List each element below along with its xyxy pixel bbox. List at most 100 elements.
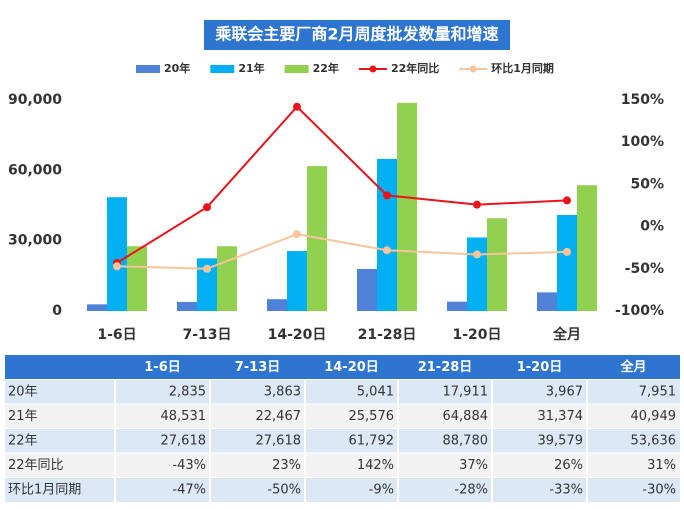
table-cell: 27,618 [161,433,207,448]
table-cell: -9% [369,482,394,497]
table-cell: 3,967 [546,384,583,399]
legend-label: 22年 [313,61,339,75]
table-cell: 23% [272,458,301,473]
table-row-bg [5,404,680,429]
line-marker [113,262,121,271]
line-marker [563,247,571,256]
table-cell: -33% [549,482,583,497]
table-cell: -50% [267,482,301,497]
bar [217,246,237,311]
table-header: 14-20日 [324,360,379,375]
table-cell: 22,467 [256,409,302,424]
legend-swatch [284,65,309,73]
table-row-bg [5,379,680,404]
table-header: 21-28日 [418,360,473,375]
table-cell: -43% [172,458,206,473]
table-cell: 17,911 [443,384,489,399]
legend-label: 20年 [164,61,190,75]
table-cell: 39,579 [538,433,584,448]
table-row-label: 环比1月同期 [8,482,81,497]
x-tick-label: 14-20日 [268,327,327,343]
table-header: 1-20日 [517,360,563,375]
table-cell: 3,863 [264,384,301,399]
table-cell: 142% [357,458,394,473]
table-cell: 40,949 [631,409,677,424]
line-marker [293,102,301,111]
x-tick-label: 1-6日 [97,327,136,343]
bar [467,237,487,311]
table-cell: 31% [647,458,676,473]
title-banner [204,20,510,50]
y2-tick-label: 50% [630,176,664,192]
bar [267,299,287,311]
table-cell: -30% [642,482,676,497]
line [116,233,568,270]
bar [287,251,307,311]
line-marker [293,230,301,239]
chart-title: 乘联会主要厂商2月周度批发数量和增速 [214,25,498,44]
legend-swatch [210,65,235,73]
line-marker [203,203,211,212]
bar [577,185,597,311]
table-row-bg [5,428,680,453]
table-cell: 7,951 [639,384,676,399]
table-cell: -28% [454,482,488,497]
bar [487,218,507,311]
x-tick-label: 21-28日 [358,327,417,343]
bar [87,304,107,311]
y-tick-label: 90,000 [8,92,62,108]
y-tick-label: 0 [52,303,62,319]
table-cell: -47% [172,482,206,497]
table-cell: 31,374 [538,409,584,424]
line [116,105,568,264]
table-row-label: 21年 [8,409,38,424]
table-row-label: 20年 [8,384,38,399]
table-cell: 5,041 [357,384,394,399]
table-cell: 2,835 [169,384,206,399]
line-marker [563,196,571,205]
table-header: 1-6日 [144,360,181,375]
bar [537,292,557,311]
legend-label: 22年同比 [391,61,439,75]
y2-tick-label: 0% [640,219,664,235]
table-cell: 61,792 [349,433,395,448]
table-cell: 53,636 [631,433,677,448]
y2-tick-label: -50% [625,261,664,277]
bar [197,258,217,311]
bar [557,214,577,311]
table-header: 全月 [619,359,646,375]
table-header: 7-13日 [235,360,281,375]
y2-tick-label: 150% [621,92,664,108]
line-marker [473,200,481,209]
bar [447,301,467,311]
bar [177,301,197,311]
table-row-bg [5,477,680,502]
table-row-label: 22年同比 [8,458,64,473]
bar [107,197,127,311]
legend-marker [469,65,477,73]
x-tick-label: 全月 [552,326,581,343]
legend-label: 环比1月同期 [491,61,554,75]
line-marker [383,191,391,200]
y2-tick-label: -100% [615,303,664,319]
table-cell: 48,531 [161,409,207,424]
y-tick-label: 30,000 [8,233,62,249]
table-cell: 64,884 [443,409,489,424]
table-cell: 37% [459,458,488,473]
table-cell: 26% [554,458,583,473]
table-row-bg [5,453,680,478]
line-marker [383,246,391,255]
bar [397,102,417,311]
table-cell: 27,618 [256,433,302,448]
bar [127,246,147,311]
table-header-bg [5,355,680,380]
line-marker [473,250,481,259]
bar [377,158,397,311]
legend-label: 21年 [238,61,264,75]
y2-tick-label: 100% [621,134,664,150]
table-cell: 25,576 [349,409,395,424]
bar [357,269,377,311]
table-cell: 88,780 [443,433,489,448]
x-tick-label: 1-20日 [452,327,501,343]
